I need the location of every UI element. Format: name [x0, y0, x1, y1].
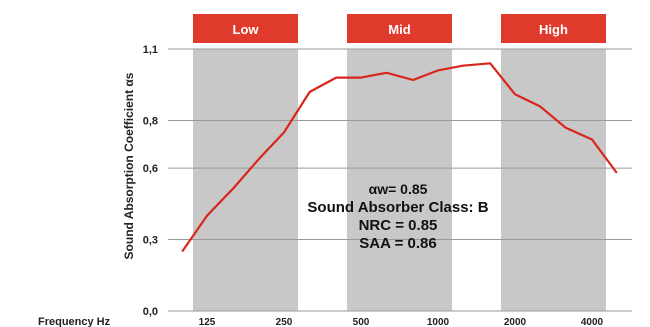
- annotation-block: αw= 0.85 Sound Absorber Class: B NRC = 0…: [307, 181, 488, 252]
- band-high: [501, 49, 606, 311]
- grid-lines: [168, 48, 632, 312]
- y-tick-label: 0,0: [143, 306, 158, 318]
- y-tick-label: 1,1: [143, 44, 158, 56]
- x-tick-label: 125: [199, 317, 216, 327]
- x-tick-label: 250: [276, 317, 293, 327]
- band-header-low: [193, 14, 298, 43]
- series-layer: [181, 62, 618, 253]
- y-tick-label: 0,6: [143, 163, 158, 175]
- band-headers: Low Mid High: [193, 14, 606, 43]
- x-tick-label: 500: [353, 317, 370, 327]
- annotation-saa: SAA = 0.86: [359, 235, 436, 252]
- band-header-label: Low: [233, 22, 260, 37]
- band-header-high: [501, 14, 606, 43]
- y-axis-label: Sound Absorption Coefficient αs: [122, 72, 136, 259]
- x-axis-label: Frequency Hz: [38, 316, 111, 327]
- band-header-mid: [347, 14, 452, 43]
- y-tick-label: 0,8: [143, 115, 158, 127]
- band-header-label: Mid: [388, 22, 410, 37]
- x-axis-ticks: 125 250 500 1000 2000 4000: [199, 317, 604, 327]
- x-tick-label: 4000: [581, 317, 604, 327]
- y-tick-label: 0,3: [143, 235, 158, 247]
- annotation-nrc: NRC = 0.85: [359, 217, 438, 234]
- band-shading: [193, 49, 606, 311]
- x-tick-label: 1000: [427, 317, 450, 327]
- annotation-class: Sound Absorber Class: B: [307, 199, 488, 216]
- y-axis-ticks: 0,0 0,3 0,6 0,8 1,1: [143, 44, 158, 318]
- series-line: [181, 62, 618, 253]
- band-mid: [347, 49, 452, 311]
- x-tick-label: 2000: [504, 317, 527, 327]
- band-low: [193, 49, 298, 311]
- annotation-aw: αw= 0.85: [369, 181, 428, 197]
- band-header-label: High: [539, 22, 568, 37]
